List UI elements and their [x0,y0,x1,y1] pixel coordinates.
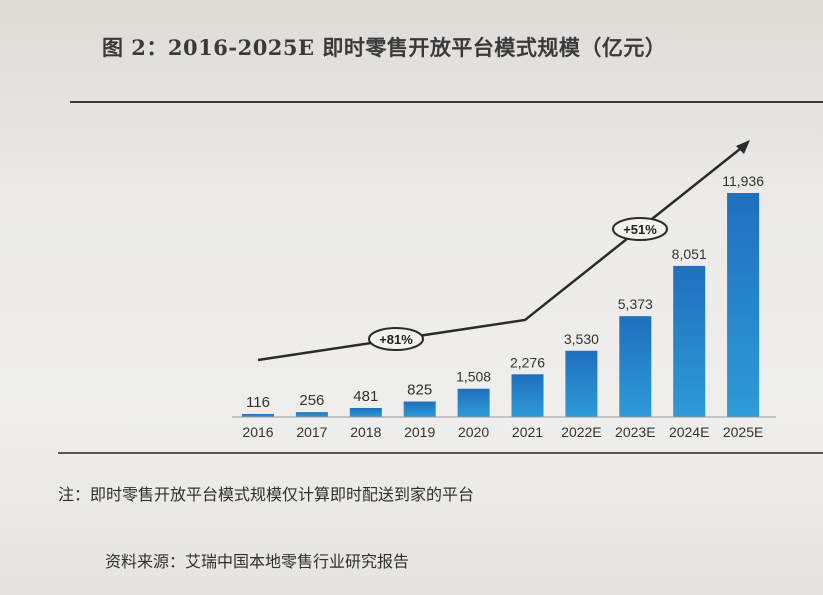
figure-title: 图 2：2016-2025E 即时零售开放平台模式规模（亿元） [102,35,667,60]
bar-value-label: 5,373 [618,296,653,312]
x-tick-label: 2022E [561,424,601,440]
bar-value-label: 481 [353,388,378,405]
bar-2022E [565,350,598,417]
bottom-divider [58,452,823,454]
x-tick-label: 2020 [458,424,489,440]
source-text: 资料来源：艾瑞中国本地零售行业研究报告 [105,552,410,571]
growth-trend-line [257,144,746,362]
bar-value-label: 3,530 [564,331,599,347]
trend-arrowhead-icon [736,140,750,154]
growth-annotation-label: +51% [623,222,657,237]
bar-2019 [403,401,436,417]
top-divider [70,101,823,103]
x-tick-label: 2018 [350,424,381,440]
growth-annotation-bubble [612,217,668,241]
bar-value-label: 256 [299,392,324,409]
bar-value-label: 1,508 [456,369,491,385]
bar-2016 [242,414,274,417]
x-tick-label: 2023E [615,424,655,440]
bar-2017 [295,412,328,417]
x-tick-label: 2024E [669,424,709,440]
x-tick-label: 2017 [296,424,327,440]
growth-annotation-label: +81% [379,332,413,347]
growth-annotation-bubble [368,327,424,351]
footnote: 注：即时零售开放平台模式规模仅计算即时配送到家的平台 [58,485,475,504]
bar-value-label: 8,051 [672,246,707,262]
x-tick-label: 2025E [723,424,763,440]
x-tick-label: 2021 [512,424,543,440]
bar-2025E [727,193,760,417]
x-tick-label: 2019 [404,424,435,440]
bar-value-label: 11,936 [722,173,764,189]
bar-2018 [349,407,382,417]
bar-2021 [511,374,544,417]
bar-2023E [619,316,652,417]
bar-2020 [457,388,490,417]
bar-value-label: 2,276 [510,354,545,370]
bar-2024E [673,265,706,417]
bar-value-label: 116 [246,394,270,411]
x-tick-label: 2016 [242,424,273,440]
bar-value-label: 825 [407,382,432,399]
